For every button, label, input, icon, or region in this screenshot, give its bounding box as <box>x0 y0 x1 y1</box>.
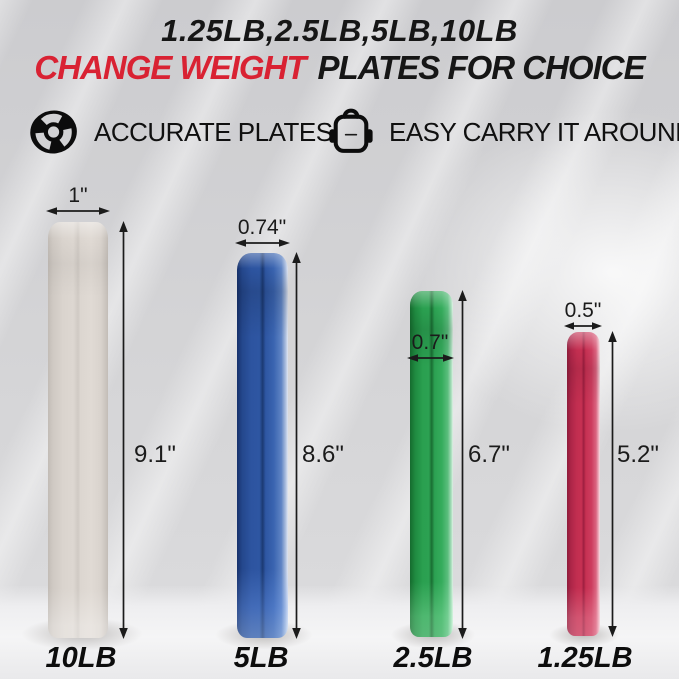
width-arrow <box>564 322 602 330</box>
width-arrow <box>235 239 290 247</box>
width-label-1-25lb: 0.5" <box>564 299 602 322</box>
height-label-10lb: 9.1" <box>134 441 176 468</box>
title-tagline: CHANGE WEIGHT PLATES FOR CHOICE <box>0 49 679 87</box>
width-arrow <box>407 354 454 362</box>
width-label-5lb: 0.74" <box>237 216 287 239</box>
width-arrow <box>46 207 110 215</box>
feature-accurate-plates: ACCURATE PLATES <box>26 104 333 160</box>
feature-label: ACCURATE PLATES <box>94 116 333 147</box>
title-tagline-highlight: CHANGE WEIGHT <box>34 49 306 86</box>
weight-name-2-5lb: 2.5LB <box>393 642 473 674</box>
height-label-2-5lb: 6.7" <box>468 441 510 468</box>
width-label-10lb: 1" <box>68 184 88 207</box>
weight-name-5lb: 5LB <box>233 642 289 674</box>
height-label-5lb: 8.6" <box>302 441 344 468</box>
height-label-1-25lb: 5.2" <box>617 441 659 468</box>
plate-1-25lb <box>567 332 600 636</box>
height-arrow <box>608 331 617 637</box>
plate-10lb <box>48 222 108 638</box>
floor <box>0 586 679 679</box>
height-arrow <box>292 252 301 639</box>
plate-2-5lb <box>410 291 453 637</box>
weight-name-1-25lb: 1.25LB <box>537 642 633 674</box>
weight-name-10lb: 10LB <box>45 642 117 674</box>
plate-5lb <box>237 253 288 638</box>
feature-label: EASY CARRY IT AROUND <box>389 116 679 147</box>
backpack-icon <box>329 108 373 153</box>
height-arrow <box>458 290 467 639</box>
width-label-2-5lb: 0.7" <box>411 331 449 354</box>
weight-plate-icon <box>30 110 77 154</box>
feature-easy-carry: EASY CARRY IT AROUND <box>324 103 679 161</box>
title-weights: 1.25LB,2.5LB,5LB,10LB <box>161 13 518 48</box>
height-arrow <box>119 221 128 639</box>
title-tagline-rest: PLATES FOR CHOICE <box>317 49 646 86</box>
